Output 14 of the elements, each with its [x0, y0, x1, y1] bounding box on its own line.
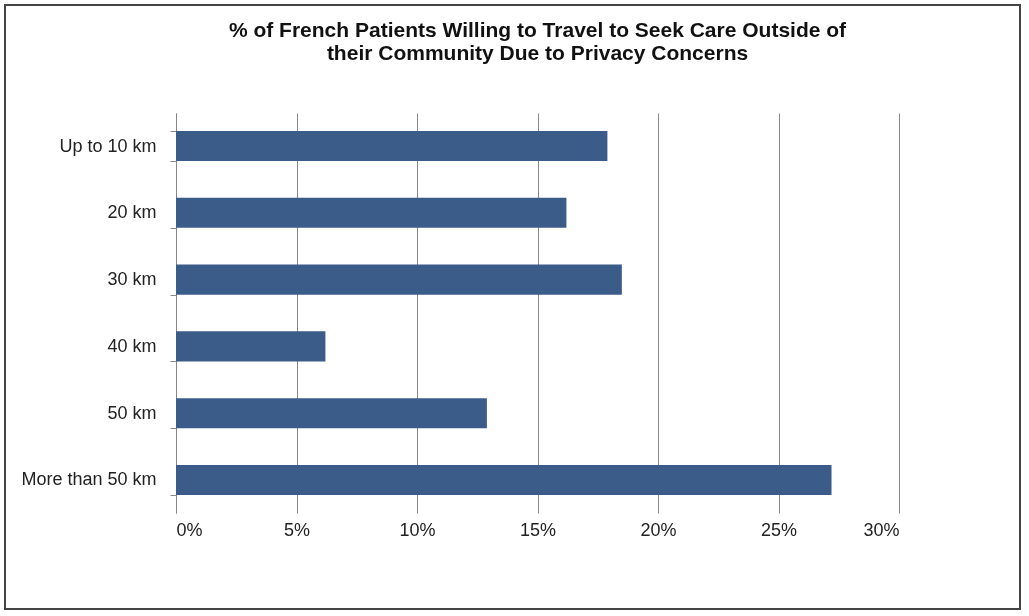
x-tick-label: 25%: [760, 519, 798, 540]
y-tick-label: 30 km: [107, 269, 157, 290]
x-tick-label: 15%: [519, 519, 557, 540]
x-tick-label: 0%: [176, 519, 203, 540]
x-tick-label: 20%: [640, 519, 677, 540]
y-tick-label: Up to 10 km: [59, 135, 157, 156]
y-tick-label: 50 km: [107, 402, 157, 423]
y-tick-label: More than 50 km: [21, 469, 157, 490]
chart-title: % of French Patients Willing to Travel to Seek Care Outside of their Community Due to Privacy Concerns: [228, 18, 848, 64]
x-tick-label: 30%: [863, 519, 900, 540]
x-tick-label: 10%: [399, 519, 436, 540]
y-tick-label: 40 km: [107, 335, 157, 356]
y-tick-label: 20 km: [107, 202, 157, 223]
x-tick-label: 5%: [283, 519, 311, 540]
